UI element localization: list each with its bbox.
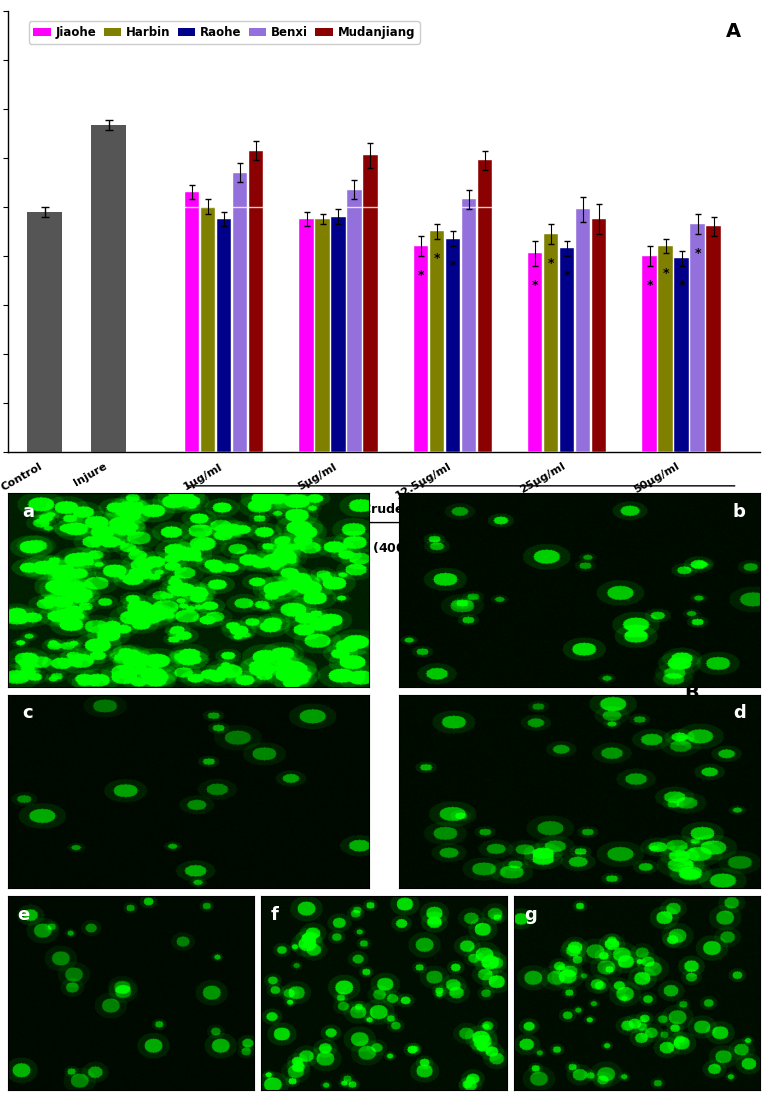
Bar <box>643 255 657 451</box>
Bar <box>576 209 591 451</box>
Bar <box>674 259 689 451</box>
Text: *: * <box>418 270 424 282</box>
Bar <box>560 249 574 451</box>
Text: *: * <box>449 260 456 272</box>
Bar <box>347 189 362 451</box>
Text: b: b <box>733 503 746 521</box>
Legend: Jiaohe, Harbin, Raohe, Benxi, Mudanjiang: Jiaohe, Harbin, Raohe, Benxi, Mudanjiang <box>28 21 420 44</box>
Text: *: * <box>678 279 685 292</box>
Text: B: B <box>684 684 699 704</box>
Bar <box>445 239 460 451</box>
Bar <box>91 124 126 451</box>
Text: *: * <box>548 257 554 270</box>
Text: H$_2$O$_2$ (400μM): H$_2$O$_2$ (400μM) <box>335 539 433 557</box>
Text: c: c <box>22 705 33 722</box>
Bar <box>690 224 705 451</box>
Bar <box>233 173 247 451</box>
Text: *: * <box>662 266 669 280</box>
Text: f: f <box>271 906 279 924</box>
Bar <box>658 246 673 451</box>
Text: d: d <box>733 705 746 722</box>
Bar <box>185 193 200 451</box>
Bar <box>316 219 329 451</box>
Text: *: * <box>532 279 538 292</box>
Bar <box>201 207 215 451</box>
Bar <box>429 231 444 451</box>
Bar <box>331 217 346 451</box>
Text: a: a <box>22 503 34 521</box>
Bar <box>414 246 428 451</box>
Bar <box>249 151 263 451</box>
Text: *: * <box>694 248 701 260</box>
Bar <box>478 161 492 451</box>
Text: Crude extract concentration: Crude extract concentration <box>362 503 560 516</box>
Bar <box>217 219 231 451</box>
Bar <box>707 227 721 451</box>
Text: *: * <box>434 252 440 265</box>
Text: g: g <box>525 906 537 924</box>
Bar <box>28 211 61 451</box>
Bar <box>462 199 476 451</box>
Text: A: A <box>727 22 741 41</box>
Text: *: * <box>564 270 571 282</box>
Bar <box>592 219 607 451</box>
Text: *: * <box>647 279 653 292</box>
Bar <box>528 253 542 451</box>
Text: e: e <box>18 906 30 924</box>
Bar <box>544 233 558 451</box>
Bar <box>300 219 313 451</box>
Bar <box>363 155 378 451</box>
